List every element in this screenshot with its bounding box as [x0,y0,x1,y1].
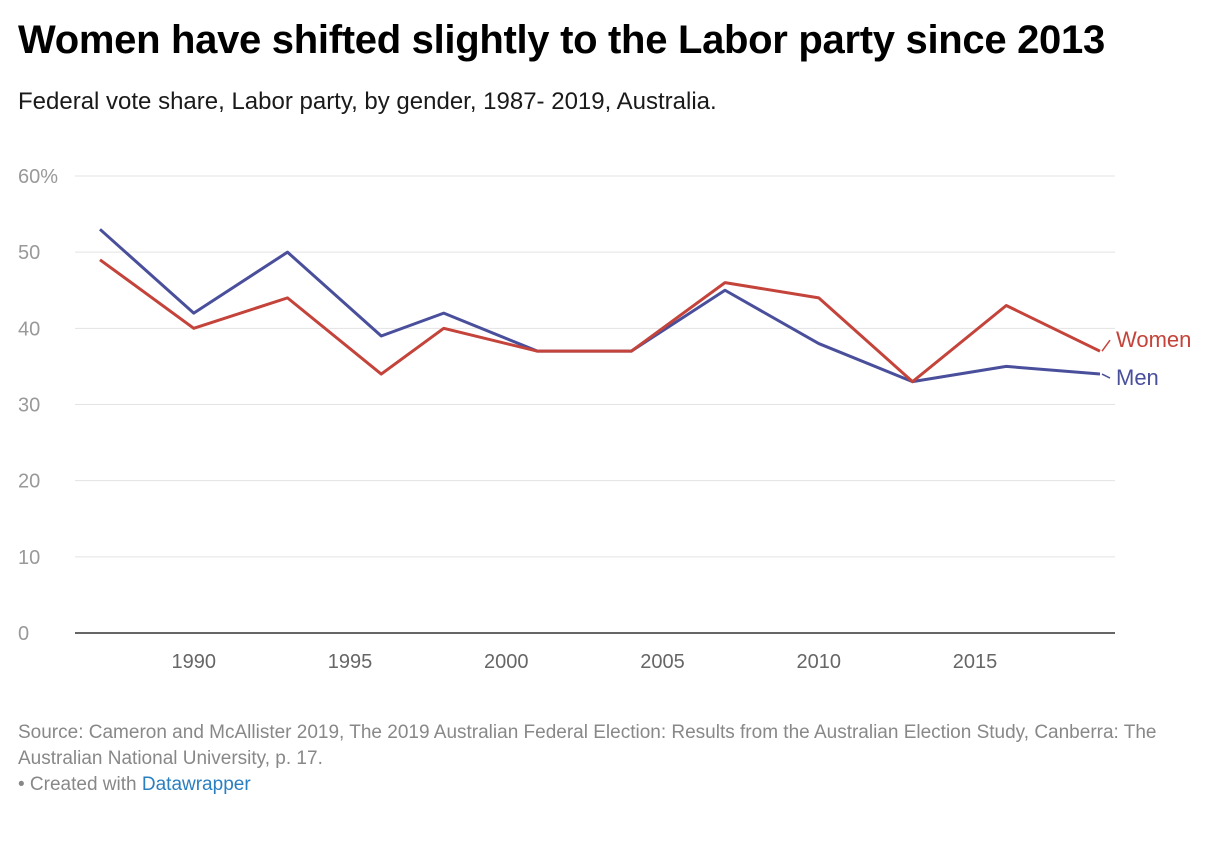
y-tick-label: 50 [18,242,40,264]
series-label-men: Men [1116,365,1159,390]
datawrapper-link[interactable]: Datawrapper [141,774,251,795]
x-tick-label: 2005 [640,651,685,673]
line-chart: 0 10 20 30 40 50 60% 1990 1995 2000 2005 2010 2015 Wo… [18,166,1191,673]
x-tick-label: 2000 [484,651,529,673]
footer: Source: Cameron and McAllister 2019, The… [18,720,1208,798]
y-tick-label: 10 [18,547,40,569]
y-tick-label: 30 [18,395,40,417]
chart-title: Women have shifted slightly to the Labor… [18,18,1105,62]
y-tick-label: 60% [18,166,58,188]
series-line-women [99,258,1101,384]
x-tick-label: 2010 [797,651,842,673]
x-tick-label: 2015 [953,651,998,673]
created-with-text: • Created with [18,774,142,795]
x-tick-label: 1995 [328,651,373,673]
source-note: Source: Cameron and McAllister 2019, The… [18,722,1157,769]
label-connector [1101,339,1111,352]
label-connector [1101,373,1111,379]
x-tick-label: 1990 [172,651,217,673]
y-tick-label: 20 [18,471,40,493]
series-label-women: Women [1116,327,1191,352]
y-tick-label: 40 [18,318,40,340]
chart-subtitle: Federal vote share, Labor party, by gend… [18,88,717,115]
y-tick-label: 0 [18,623,29,645]
